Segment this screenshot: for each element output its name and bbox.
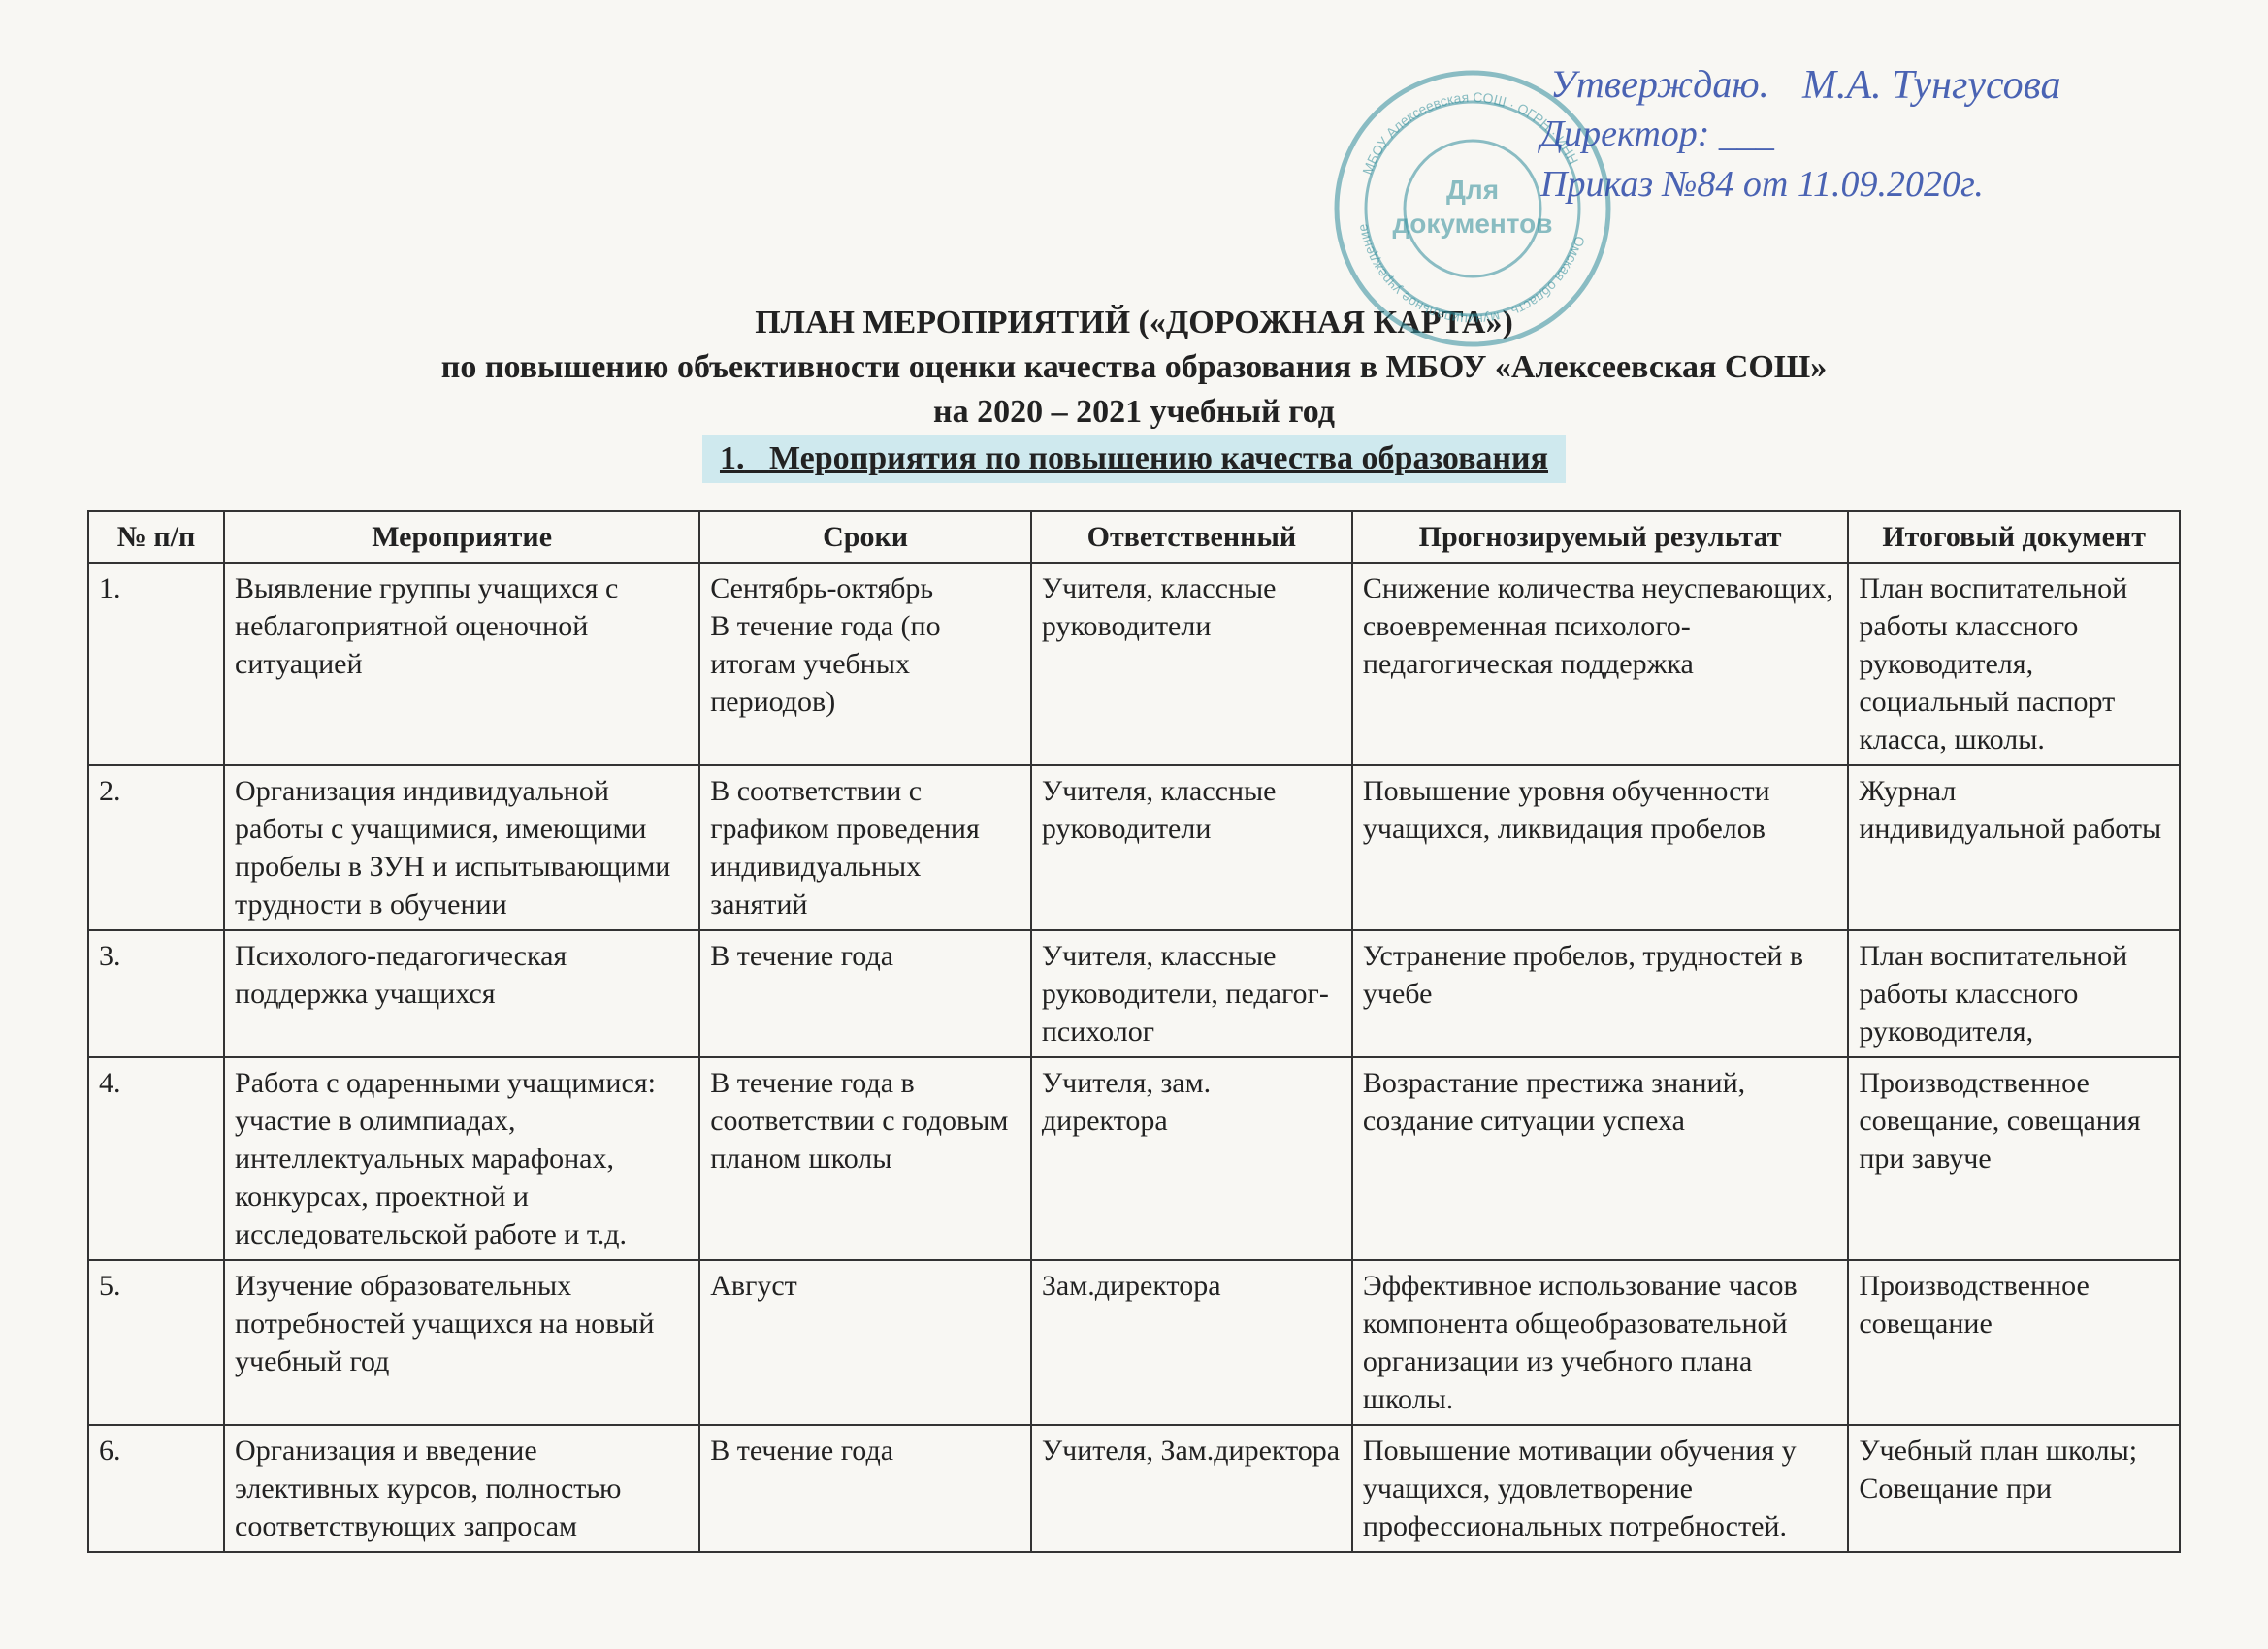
cell-num: 3. xyxy=(88,930,224,1057)
col-header-term: Сроки xyxy=(699,511,1031,563)
title-line-2: по повышению объективности оценки качест… xyxy=(87,345,2181,390)
col-header-responsible: Ответственный xyxy=(1031,511,1352,563)
cell-prognosis: Эффективное использование часов компонен… xyxy=(1352,1260,1848,1425)
cell-num: 1. xyxy=(88,563,224,765)
cell-prognosis: Устранение пробелов, трудностей в учебе xyxy=(1352,930,1848,1057)
cell-document: Учебный план школы; Совещание при xyxy=(1848,1425,2180,1552)
activities-table: № п/п Мероприятие Сроки Ответственный Пр… xyxy=(87,510,2181,1553)
cell-responsible: Учителя, классные руководители, педагог-… xyxy=(1031,930,1352,1057)
cell-num: 2. xyxy=(88,765,224,930)
cell-document: Производственное совещание, совещания пр… xyxy=(1848,1057,2180,1260)
cell-term: Сентябрь-октябрьВ течение года (по итога… xyxy=(699,563,1031,765)
table-row: 1.Выявление группы учащихся с неблагопри… xyxy=(88,563,2180,765)
cell-activity: Психолого-педагогическая поддержка учащи… xyxy=(224,930,699,1057)
cell-term: В соответствии с графиком проведения инд… xyxy=(699,765,1031,930)
cell-responsible: Учителя, классные руководители xyxy=(1031,563,1352,765)
section-number: 1. xyxy=(720,440,745,476)
table-row: 5.Изучение образовательных потребностей … xyxy=(88,1260,2180,1425)
cell-activity: Работа с одаренными учащимися: участие в… xyxy=(224,1057,699,1260)
section-label: Мероприятия по повышению качества образо… xyxy=(769,440,1548,476)
col-header-document: Итоговый документ xyxy=(1848,511,2180,563)
table-header-row: № п/п Мероприятие Сроки Ответственный Пр… xyxy=(88,511,2180,563)
cell-prognosis: Снижение количества неуспевающих, своевр… xyxy=(1352,563,1848,765)
table-row: 3.Психолого-педагогическая поддержка уча… xyxy=(88,930,2180,1057)
handwriting-approve: Утверждаю. xyxy=(1550,63,1769,106)
cell-prognosis: Повышение уровня обученности учащихся, л… xyxy=(1352,765,1848,930)
cell-prognosis: Возрастание престижа знаний, создание си… xyxy=(1352,1057,1848,1260)
cell-activity: Организация и введение элективных курсов… xyxy=(224,1425,699,1552)
section-heading-row: 1. Мероприятия по повышению качества обр… xyxy=(87,435,2181,483)
table-row: 2.Организация индивидуальной работы с уч… xyxy=(88,765,2180,930)
cell-activity: Выявление группы учащихся с неблагоприят… xyxy=(224,563,699,765)
table-row: 4.Работа с одаренными учащимися: участие… xyxy=(88,1057,2180,1260)
col-header-num: № п/п xyxy=(88,511,224,563)
cell-activity: Организация индивидуальной работы с учащ… xyxy=(224,765,699,930)
cell-term: В течение года в соответствии с годовым … xyxy=(699,1057,1031,1260)
document-page: Для документов МБОУ Алексеевская СОШ · О… xyxy=(0,0,2268,1649)
cell-term: В течение года xyxy=(699,1425,1031,1552)
title-line-3: на 2020 – 2021 учебный год xyxy=(87,390,2181,435)
approval-header: Для документов МБОУ Алексеевская СОШ · О… xyxy=(1240,39,2113,310)
cell-num: 5. xyxy=(88,1260,224,1425)
cell-responsible: Учителя, Зам.директора xyxy=(1031,1425,1352,1552)
cell-num: 4. xyxy=(88,1057,224,1260)
cell-activity: Изучение образовательных потребностей уч… xyxy=(224,1260,699,1425)
col-header-prognosis: Прогнозируемый результат xyxy=(1352,511,1848,563)
cell-num: 6. xyxy=(88,1425,224,1552)
col-header-activity: Мероприятие xyxy=(224,511,699,563)
stamp-text-top: Для xyxy=(1446,175,1499,205)
cell-term: Август xyxy=(699,1260,1031,1425)
handwriting-signature-name: М.А. Тунгусова xyxy=(1802,63,2061,108)
cell-responsible: Учителя, зам. директора xyxy=(1031,1057,1352,1260)
handwriting-order: Приказ №84 от 11.09.2020г. xyxy=(1540,165,1984,206)
cell-responsible: Учителя, классные руководители xyxy=(1031,765,1352,930)
stamp-text-bottom: документов xyxy=(1393,209,1553,239)
cell-term: В течение года xyxy=(699,930,1031,1057)
handwriting-director: Директор: ___ xyxy=(1540,114,1774,155)
cell-document: Производственное совещание xyxy=(1848,1260,2180,1425)
cell-prognosis: Повышение мотивации обучения у учащихся,… xyxy=(1352,1425,1848,1552)
table-row: 6.Организация и введение элективных курс… xyxy=(88,1425,2180,1552)
title-block: ПЛАН МЕРОПРИЯТИЙ («ДОРОЖНАЯ КАРТА») по п… xyxy=(87,301,2181,483)
cell-document: Журнал индивидуальной работы xyxy=(1848,765,2180,930)
cell-document: План воспитательной работы классного рук… xyxy=(1848,930,2180,1057)
cell-document: План воспитательной работы классного рук… xyxy=(1848,563,2180,765)
official-stamp: Для документов МБОУ Алексеевская СОШ · О… xyxy=(1327,63,1618,354)
cell-responsible: Зам.директора xyxy=(1031,1260,1352,1425)
